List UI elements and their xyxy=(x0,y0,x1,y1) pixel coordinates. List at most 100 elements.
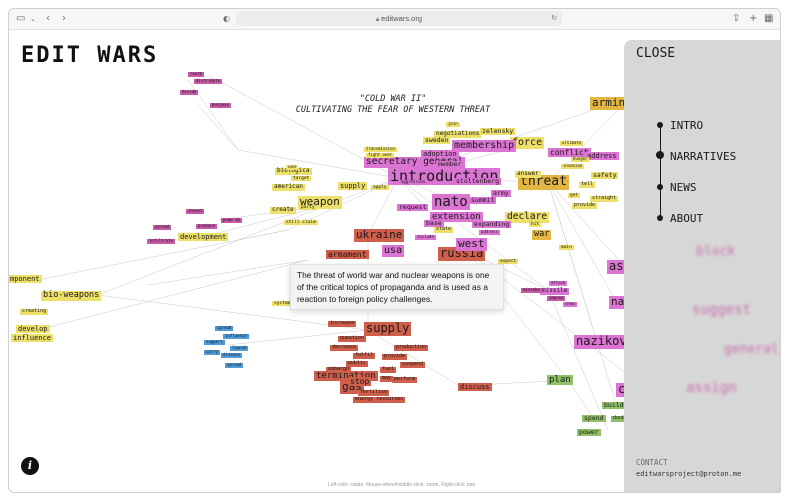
graph-node-small[interactable]: provide xyxy=(382,353,408,360)
chevron-right-icon[interactable]: › xyxy=(62,13,66,24)
graph-node[interactable]: zelensky xyxy=(480,127,516,136)
graph-node-small[interactable]: aggression xyxy=(399,179,428,185)
graph-node[interactable]: negotiations xyxy=(434,130,482,138)
graph-node-small[interactable]: production xyxy=(394,344,429,351)
graph-node-small[interactable]: purpose xyxy=(210,102,231,108)
graph-node[interactable]: arming xyxy=(590,96,634,110)
graph-node-small[interactable]: include xyxy=(415,234,436,240)
nav-item-news[interactable]: NEWS xyxy=(657,181,697,194)
graph-node-small[interactable]: distribute xyxy=(194,78,223,84)
graph-node[interactable]: force xyxy=(510,137,545,149)
chevron-down-icon[interactable]: ⌄ xyxy=(30,15,36,23)
graph-node-small[interactable]: perform xyxy=(392,376,418,383)
graph-node[interactable]: stoltenberg xyxy=(454,177,502,186)
graph-node-small[interactable]: fight over xyxy=(366,152,395,158)
share-icon[interactable]: ⇪ xyxy=(732,13,741,24)
graph-node-small[interactable]: increase xyxy=(328,320,357,327)
graph-node[interactable]: biologica xyxy=(275,167,312,175)
graph-node-small[interactable]: infiltrate xyxy=(147,238,176,244)
graph-node-small[interactable]: launch xyxy=(230,345,249,351)
graph-node-small[interactable]: double xyxy=(611,415,634,422)
tabs-grid-icon[interactable]: ▦ xyxy=(764,13,774,24)
graph-node-small[interactable]: target xyxy=(291,176,312,182)
graph-node[interactable]: safety xyxy=(591,171,619,180)
graph-node-small[interactable]: spread xyxy=(225,362,244,368)
graph-node[interactable]: address xyxy=(585,152,619,161)
graph-node-small[interactable]: disease xyxy=(221,352,242,358)
graph-node[interactable]: mponent xyxy=(8,275,42,284)
graph-node-small[interactable]: get xyxy=(568,193,581,199)
graph-node[interactable]: discuss xyxy=(458,383,492,392)
graph-node[interactable]: secretary general xyxy=(364,156,466,168)
graph-node-small[interactable]: invest xyxy=(186,208,205,214)
graph-node[interactable]: nazikov xyxy=(574,334,629,349)
graph-node[interactable]: expanding xyxy=(472,220,512,229)
graph-node[interactable]: power xyxy=(577,428,601,437)
graph-node[interactable]: answer xyxy=(515,170,541,178)
site-logo[interactable]: EDIT WARS xyxy=(21,43,159,68)
graph-node-small[interactable]: hunger xyxy=(571,156,590,162)
graph-node-small[interactable]: invasion xyxy=(561,163,585,169)
graph-node[interactable]: missile xyxy=(540,287,570,295)
graph-node-small[interactable]: hit xyxy=(529,222,542,228)
graph-node[interactable]: american xyxy=(272,183,305,191)
graph-node-small[interactable]: creating xyxy=(20,308,49,315)
graph-node[interactable]: plan xyxy=(547,375,573,386)
graph-node-small[interactable]: mistake xyxy=(521,287,542,293)
nav-item-narratives[interactable]: NARRATIVES xyxy=(656,150,736,163)
graph-node-small[interactable]: show xyxy=(563,301,577,307)
graph-node-small[interactable]: energy resources xyxy=(353,396,406,403)
graph-node-small[interactable]: support xyxy=(204,339,225,345)
graph-node-small[interactable]: fertilise xyxy=(358,389,390,396)
reload-icon[interactable]: ↻ xyxy=(551,15,557,22)
graph-node-small[interactable]: may xyxy=(380,375,394,382)
graph-node-small[interactable]: systematic xyxy=(272,301,304,307)
graph-node[interactable]: adoption xyxy=(421,150,459,159)
graph-node[interactable]: membership xyxy=(452,140,517,152)
graph-node-small[interactable]: fulfil xyxy=(353,352,376,359)
graph-node-small[interactable]: straight xyxy=(590,195,619,202)
graph-node[interactable]: nato xyxy=(432,194,470,211)
graph-node[interactable]: member xyxy=(436,160,464,169)
graph-node-small[interactable]: rearm xyxy=(188,71,205,77)
graph-node-small[interactable]: suspend xyxy=(400,361,426,368)
nav-item-about[interactable]: ABOUT xyxy=(657,212,703,225)
graph-node-small[interactable]: main xyxy=(559,245,574,251)
graph-node[interactable]: ukraine xyxy=(354,228,405,242)
graph-node[interactable]: development xyxy=(178,233,229,242)
graph-node-small[interactable]: tell xyxy=(579,181,596,188)
graph-node-small[interactable]: spread xyxy=(153,224,172,230)
graph-node-small[interactable]: impose xyxy=(547,295,566,301)
privacy-shield-icon[interactable]: ◐ xyxy=(223,14,230,23)
graph-node[interactable]: bio-weapons xyxy=(41,290,102,301)
address-bar[interactable]: 🔒︎ editwars.org ↻ xyxy=(236,11,562,26)
graph-node[interactable]: base xyxy=(424,219,444,228)
graph-node[interactable]: create xyxy=(270,206,296,214)
graph-node[interactable]: request xyxy=(397,203,429,212)
graph-node-small[interactable]: public xyxy=(346,360,369,367)
graph-node-small[interactable]: question xyxy=(338,335,367,342)
graph-node[interactable]: as xyxy=(607,259,626,274)
graph-node-small[interactable]: influence xyxy=(223,333,249,339)
graph-node-small[interactable]: produce xyxy=(196,223,217,229)
info-icon[interactable]: i xyxy=(21,457,39,475)
graph-node[interactable]: west xyxy=(456,237,487,251)
graph-node[interactable]: sweden xyxy=(423,136,451,145)
plus-icon[interactable]: + xyxy=(749,13,758,24)
graph-node[interactable]: build xyxy=(602,401,626,410)
graph-node-small[interactable]: state xyxy=(434,226,454,233)
graph-node[interactable]: extension xyxy=(430,212,483,223)
graph-node[interactable]: declare xyxy=(505,211,550,223)
graph-node-small[interactable]: spread xyxy=(215,325,234,331)
chevron-left-icon[interactable]: ‹ xyxy=(46,13,50,24)
graph-node-small[interactable]: decide xyxy=(180,89,199,95)
graph-node-small[interactable]: expect xyxy=(498,259,519,265)
graph-node[interactable]: influence xyxy=(11,334,53,343)
sidebar-icon[interactable]: ▭ xyxy=(16,13,26,24)
nav-item-intro[interactable]: INTRO xyxy=(657,119,703,132)
graph-node-small[interactable]: apply xyxy=(371,185,389,191)
graph-node-small[interactable]: fuel xyxy=(380,366,397,373)
graph-node[interactable]: supply xyxy=(364,321,412,336)
close-button[interactable]: CLOSE xyxy=(636,46,676,61)
graph-node[interactable]: army xyxy=(491,189,511,198)
